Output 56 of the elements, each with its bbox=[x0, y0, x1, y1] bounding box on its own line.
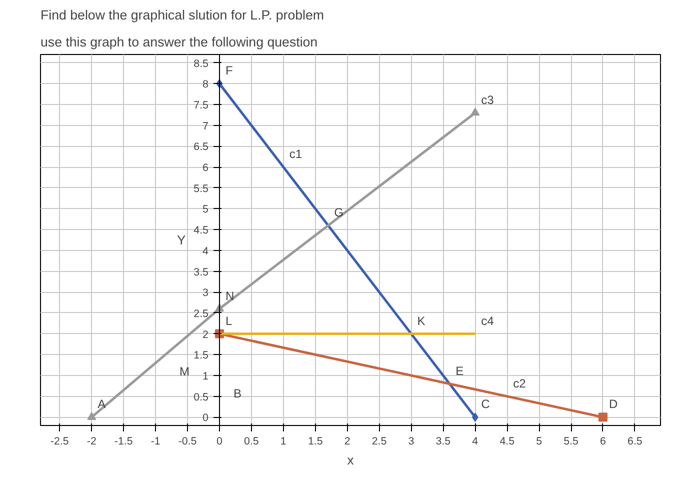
annotation: A bbox=[98, 397, 106, 412]
annotation: c3 bbox=[481, 92, 494, 107]
x-tick-label: 1 bbox=[280, 436, 286, 448]
y-tick-label: 6.5 bbox=[194, 141, 209, 154]
x-axis-title: x bbox=[347, 452, 354, 468]
y-tick-label: 4.5 bbox=[194, 224, 209, 237]
x-tick-label: 6 bbox=[600, 436, 606, 448]
annotation: N bbox=[225, 288, 234, 303]
x-tick-label: 4.5 bbox=[500, 436, 515, 448]
y-tick-label: 1.5 bbox=[194, 350, 209, 362]
y-tick-label: 8 bbox=[202, 78, 209, 91]
y-tick-label: 3 bbox=[202, 287, 209, 300]
x-tick-label: 3.5 bbox=[436, 436, 451, 448]
x-tick-label: 0.5 bbox=[244, 436, 259, 448]
annotation: c4 bbox=[481, 314, 494, 328]
x-tick-label: 1.5 bbox=[308, 436, 323, 448]
x-tick-label: 6.5 bbox=[628, 436, 642, 448]
x-tick-label: -2.5 bbox=[50, 436, 69, 448]
x-tick-label: -0.5 bbox=[178, 436, 197, 448]
y-tick-label: 3.5 bbox=[194, 266, 209, 278]
annotation: K bbox=[417, 314, 426, 328]
y-tick-label: 2.5 bbox=[194, 308, 209, 320]
y-tick-label: 2 bbox=[202, 328, 209, 341]
x-tick-label: 0 bbox=[216, 436, 223, 448]
chart-title: Find below the graphical slution for L.P. problem bbox=[40, 8, 324, 22]
y-tick-label: 1 bbox=[202, 370, 209, 382]
y-tick-label: 5.5 bbox=[194, 182, 209, 195]
y-tick-label: 7.5 bbox=[194, 100, 209, 112]
x-tick-label: 2 bbox=[344, 436, 350, 448]
x-tick-label: -1 bbox=[150, 436, 160, 448]
annotation: F bbox=[225, 64, 233, 78]
annotation: c1 bbox=[289, 147, 302, 162]
y-tick-label: 4 bbox=[202, 245, 209, 258]
x-tick-label: 4 bbox=[472, 436, 478, 448]
x-tick-label: -1.5 bbox=[114, 436, 133, 448]
y-tick-label: 0 bbox=[202, 412, 209, 424]
annotation: G bbox=[334, 205, 344, 220]
annotation: E bbox=[456, 364, 464, 378]
y-tick-label: 0.5 bbox=[194, 391, 209, 404]
y-tick-label: 5 bbox=[202, 204, 209, 216]
annotation: B bbox=[233, 386, 242, 400]
y-tick-label: 6 bbox=[202, 162, 209, 174]
x-tick-label: 2.5 bbox=[372, 436, 387, 448]
annotation: M bbox=[179, 364, 190, 378]
chart-subtitle: use this graph to answer the following question bbox=[40, 34, 318, 50]
x-tick-label: 3 bbox=[408, 436, 414, 448]
y-tick-label: 7 bbox=[202, 120, 209, 132]
annotation: D bbox=[608, 397, 618, 412]
y-tick-label: 8.5 bbox=[194, 58, 209, 70]
annotation: C bbox=[481, 397, 490, 412]
annotation: c2 bbox=[513, 376, 526, 390]
x-tick-label: 5 bbox=[536, 436, 542, 448]
y-axis-title: Y bbox=[177, 232, 186, 248]
x-tick-label: -2 bbox=[86, 436, 96, 448]
x-tick-label: 5.5 bbox=[564, 436, 578, 448]
annotation: L bbox=[225, 314, 232, 328]
